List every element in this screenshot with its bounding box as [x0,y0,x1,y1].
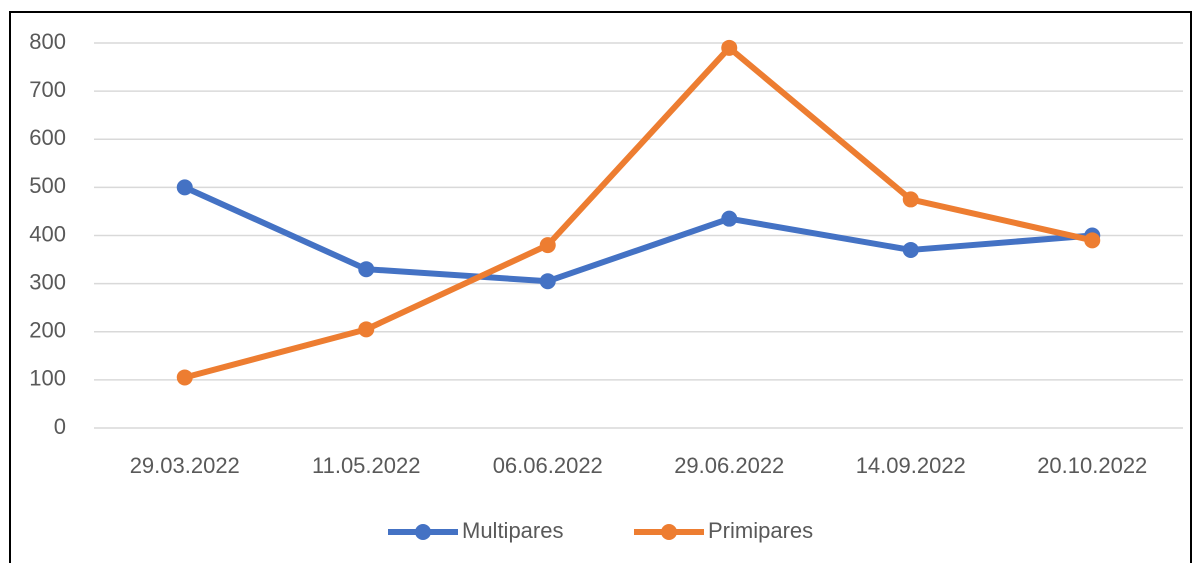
y-tick-label: 600 [29,125,66,150]
y-tick-label: 100 [29,366,66,391]
chart-frame [9,11,1192,563]
data-point [358,321,375,338]
x-tick-label: 14.09.2022 [856,453,966,478]
data-point [539,237,556,254]
x-tick-label: 11.05.2022 [312,453,420,478]
legend-label: Primipares [708,518,813,543]
data-point [1084,232,1101,249]
data-point [539,273,556,290]
y-tick-label: 800 [29,29,66,54]
series-line [183,184,1093,285]
legend-marker [415,524,431,540]
data-point [721,210,738,227]
series-line [183,44,1093,381]
data-point [902,241,919,258]
data-point [358,261,375,278]
y-tick-label: 400 [29,221,66,246]
y-tick-label: 300 [29,269,66,294]
x-tick-label: 06.06.2022 [493,453,603,478]
y-tick-label: 700 [29,77,66,102]
legend-label: Multipares [462,518,563,543]
data-point [902,191,919,208]
x-tick-label: 29.06.2022 [674,453,784,478]
data-point [176,179,193,196]
y-tick-label: 500 [29,173,66,198]
data-point [721,39,738,56]
data-point [176,369,193,386]
x-tick-label: 20.10.2022 [1037,453,1147,478]
y-tick-label: 200 [29,318,66,343]
legend-marker [661,524,677,540]
x-tick-label: 29.03.2022 [130,453,240,478]
y-tick-label: 0 [54,414,66,439]
